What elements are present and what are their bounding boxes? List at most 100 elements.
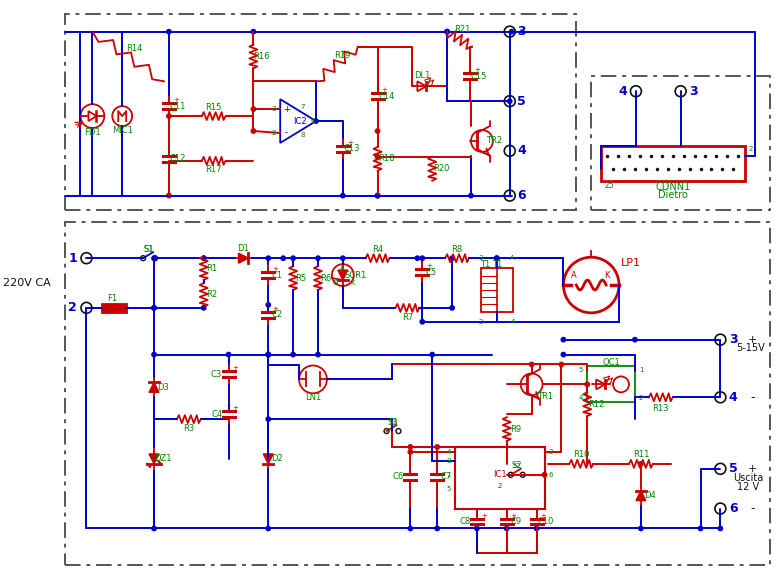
Text: 2: 2 <box>748 146 752 152</box>
Polygon shape <box>149 382 159 392</box>
Polygon shape <box>239 253 248 263</box>
Text: C12: C12 <box>170 154 186 164</box>
Bar <box>65 222 770 565</box>
Circle shape <box>639 461 643 466</box>
Circle shape <box>585 382 590 386</box>
Text: R3: R3 <box>183 424 194 433</box>
Text: 3: 3 <box>517 25 526 38</box>
Text: +: + <box>474 67 480 73</box>
Circle shape <box>376 129 380 133</box>
Text: +: + <box>347 140 352 146</box>
Text: +: + <box>272 266 279 272</box>
Text: S1: S1 <box>144 245 154 254</box>
Text: D1: D1 <box>237 244 249 253</box>
Text: R21: R21 <box>454 25 471 34</box>
Text: 3: 3 <box>689 85 698 98</box>
Circle shape <box>534 526 538 530</box>
Circle shape <box>450 256 454 261</box>
Text: 12 V: 12 V <box>737 482 759 492</box>
Circle shape <box>475 526 479 530</box>
Text: R14: R14 <box>126 44 142 53</box>
Text: 1: 1 <box>639 367 643 374</box>
Text: R20: R20 <box>433 164 450 173</box>
Circle shape <box>384 429 389 433</box>
Circle shape <box>316 256 321 261</box>
Text: C14: C14 <box>378 92 394 100</box>
Circle shape <box>166 29 171 34</box>
Text: MIC1: MIC1 <box>112 126 133 134</box>
Text: +: + <box>272 306 279 312</box>
Circle shape <box>152 256 156 261</box>
Circle shape <box>408 526 412 530</box>
Text: S1: S1 <box>144 245 154 254</box>
Text: 4: 4 <box>517 145 526 157</box>
Text: C9: C9 <box>510 517 521 526</box>
Text: 4: 4 <box>729 391 738 404</box>
Text: R2: R2 <box>206 290 217 300</box>
Circle shape <box>408 450 412 454</box>
Text: R6: R6 <box>321 274 331 282</box>
Text: 2: 2 <box>639 395 643 401</box>
Text: 5-15V: 5-15V <box>736 343 765 352</box>
Text: R15: R15 <box>205 103 222 112</box>
Text: 7: 7 <box>301 104 305 110</box>
Text: C5: C5 <box>426 267 436 277</box>
Text: R10: R10 <box>573 451 590 459</box>
Circle shape <box>202 306 206 310</box>
Text: +: + <box>426 263 433 269</box>
Text: TR2: TR2 <box>485 137 502 145</box>
Circle shape <box>152 306 156 310</box>
Text: 3: 3 <box>478 255 483 261</box>
Text: 5: 5 <box>579 367 584 374</box>
Circle shape <box>420 320 425 324</box>
Polygon shape <box>149 454 159 464</box>
Circle shape <box>699 526 703 530</box>
Polygon shape <box>263 454 273 464</box>
Text: K: K <box>351 280 355 286</box>
Text: C15: C15 <box>471 72 487 81</box>
Text: 2: 2 <box>272 130 276 136</box>
Circle shape <box>435 526 440 530</box>
Text: C6: C6 <box>393 472 404 481</box>
Circle shape <box>559 362 563 367</box>
Text: LP1: LP1 <box>621 258 641 268</box>
Circle shape <box>166 193 171 198</box>
Circle shape <box>508 472 513 477</box>
Bar <box>601 146 745 181</box>
Text: F1: F1 <box>107 294 117 304</box>
Circle shape <box>341 256 345 261</box>
Text: LN1: LN1 <box>305 393 321 402</box>
Circle shape <box>415 256 419 261</box>
Text: C1: C1 <box>272 270 282 280</box>
Text: +: + <box>541 513 546 518</box>
Circle shape <box>152 526 156 530</box>
Text: OC1: OC1 <box>602 358 620 367</box>
Circle shape <box>510 29 514 34</box>
Text: FD1: FD1 <box>84 127 100 137</box>
Circle shape <box>152 352 156 357</box>
Text: 4: 4 <box>447 449 451 455</box>
Circle shape <box>266 526 271 530</box>
Text: +: + <box>173 97 179 103</box>
Text: 5: 5 <box>447 486 451 492</box>
Text: R9: R9 <box>510 425 521 433</box>
Circle shape <box>202 256 206 261</box>
Text: A: A <box>341 265 345 271</box>
Bar <box>481 268 513 312</box>
Text: 6: 6 <box>517 189 526 202</box>
Circle shape <box>266 352 271 357</box>
Text: A: A <box>510 255 515 261</box>
Circle shape <box>141 255 145 261</box>
Text: G: G <box>332 280 338 286</box>
Bar <box>65 14 576 211</box>
Circle shape <box>266 352 271 357</box>
Circle shape <box>520 472 525 477</box>
Circle shape <box>633 338 637 342</box>
Circle shape <box>408 445 412 449</box>
Bar <box>103 304 126 312</box>
Circle shape <box>266 302 271 307</box>
Text: C3: C3 <box>211 370 223 379</box>
Circle shape <box>152 306 156 310</box>
Text: IC1: IC1 <box>493 470 506 479</box>
Text: R12: R12 <box>588 400 605 409</box>
